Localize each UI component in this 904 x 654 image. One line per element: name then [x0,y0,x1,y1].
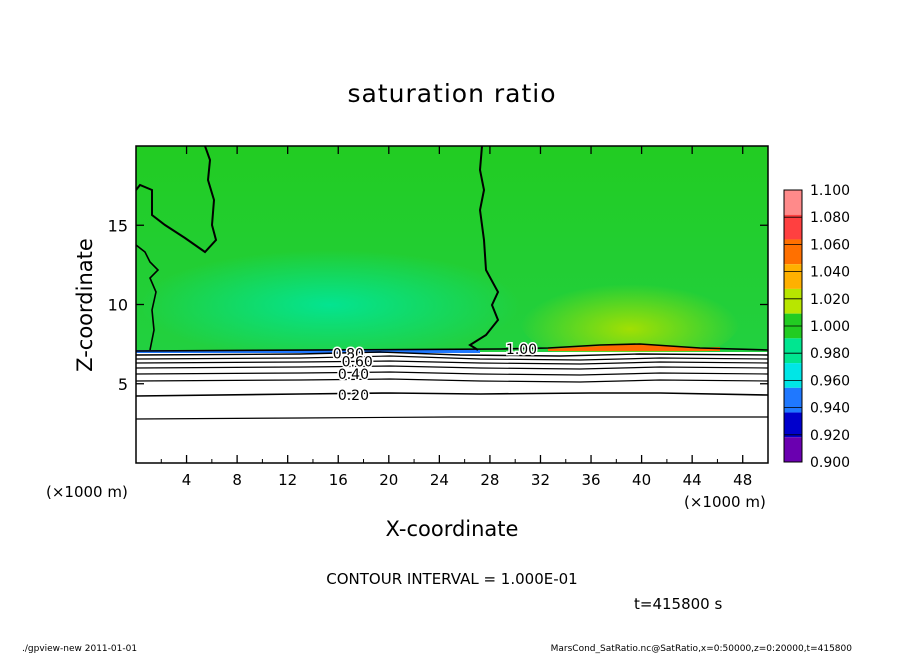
x-tick-label-7: 32 [531,471,550,489]
y-axis-ticks: 5 10 15 [108,216,768,394]
contour-line-5 [136,365,768,370]
colorbar-swatch-1 [784,214,802,240]
contour-line-8 [136,392,768,397]
contour-label-4: 0.20 [338,388,369,404]
footer-left: ./gpview-new 2011-01-01 [22,644,137,654]
field-patch-moist-left [140,250,520,360]
colorbar-label-6: 0.980 [810,346,850,362]
contour-labels: 1.00 0.800.600.40 0.20 [331,340,538,405]
y-axis-title: Z-coordinate [73,238,97,372]
x-unit-right: (×1000 m) [684,493,766,511]
contour-line-left-edge [136,244,160,351]
colorbar-label-0: 1.100 [810,183,850,199]
colorbar-label-9: 0.920 [810,428,850,444]
contour-line-3 [136,355,768,361]
colorbar-label-1: 1.080 [810,210,850,226]
field-lower [136,352,768,463]
contour-line-center [468,146,500,351]
contour-line-upper-left [136,146,218,254]
contour-label-3: 0.40 [338,367,369,383]
x-tick-label-6: 28 [480,471,499,489]
colorbar-swatch-10 [784,437,802,462]
x-tick-label-11: 48 [733,471,752,489]
y-tick-label-1: 10 [108,296,128,315]
x-tick-label-8: 36 [581,471,600,489]
contour-line-4 [136,360,768,365]
x-tick-label-0: 4 [182,471,192,489]
y-tick-label-0: 5 [118,375,128,394]
colorbar-label-5: 1.000 [810,319,850,335]
colorbar-swatch-2 [784,239,802,265]
colorbar-label-2: 1.060 [810,237,850,253]
x-tick-label-1: 8 [232,471,242,489]
x-tick-label-2: 12 [278,471,297,489]
x-tick-label-3: 16 [329,471,348,489]
contour-label-2: 0.60 [342,355,373,371]
x-axis-title: X-coordinate [386,517,519,541]
y-tick-label-2: 15 [108,216,128,235]
x-tick-label-10: 44 [683,471,702,489]
contour-line-6 [136,371,768,376]
contour-line-7 [136,378,768,383]
chart-title: saturation ratio [347,79,556,108]
contour-label-0: 1.00 [506,342,537,358]
plot-area [136,146,768,463]
colorbar-label-8: 0.940 [810,401,850,417]
colorbar-swatch-3 [784,264,802,289]
colorbar-swatch-9 [784,412,802,438]
colorbar: 1.100 1.080 1.060 1.040 1.020 1.000 0.980 0.960… [783,183,850,471]
colorbar-label-3: 1.040 [810,265,850,281]
colorbar-label-4: 1.020 [810,292,850,308]
colorbar-swatch-7 [784,363,802,388]
contour-line-1 [136,343,768,352]
contour-line-2 [136,351,768,357]
x-axis-ticks: 4 8 12 16 20 24 28 32 36 40 44 48 [160,146,752,489]
field-band-supersat [548,344,720,351]
x-tick-label-5: 24 [430,471,449,489]
footer-right: MarsCond_SatRatio.nc@SatRatio,x=0:50000,… [551,644,853,654]
colorbar-swatch-0 [784,190,802,215]
contour-line-9 [136,416,768,420]
colorbar-swatch-8 [784,387,802,413]
colorbar-label-10: 0.900 [810,455,850,471]
x-unit-left: (×1000 m) [46,483,128,501]
time-text: t=415800 s [634,595,722,613]
colorbar-swatch-4 [784,288,802,314]
colorbar-swatch-6 [784,338,802,364]
field-patch-dry-right [520,275,740,365]
x-tick-label-9: 40 [632,471,651,489]
contour-interval-text: CONTOUR INTERVAL = 1.000E-01 [326,570,577,588]
colorbar-label-7: 0.960 [810,373,850,389]
x-tick-label-4: 20 [379,471,398,489]
contour-label-1: 0.80 [333,347,364,363]
